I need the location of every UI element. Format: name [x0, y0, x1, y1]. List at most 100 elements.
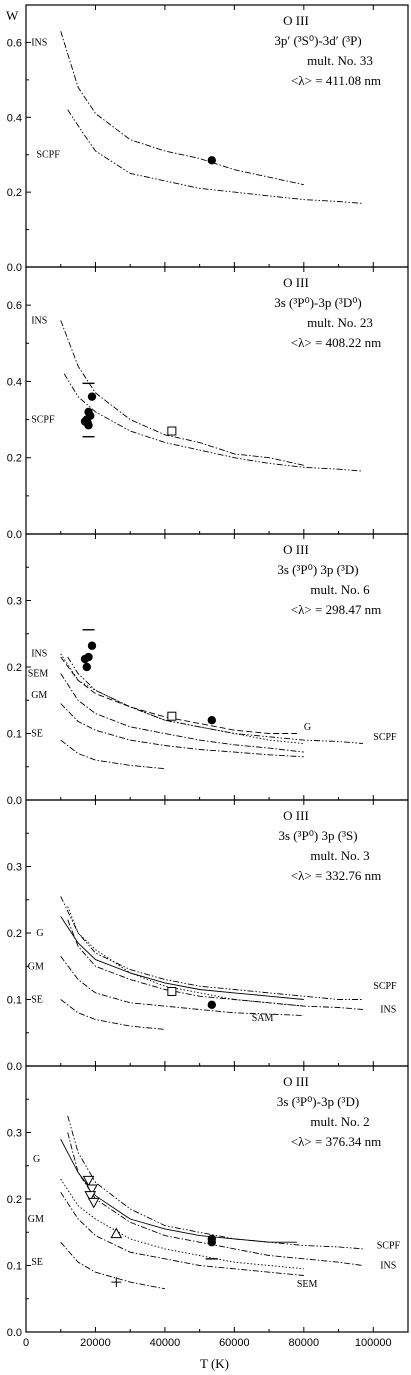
data-point-open-triangle-down	[82, 1175, 95, 1187]
curve-label: SCPF	[373, 981, 397, 992]
panel-title-line: 3p′ (³S⁰)-3d′ (³P)	[274, 33, 361, 48]
panel-title-line: mult. No. 33	[307, 53, 373, 68]
y-tick-label: 0.1	[7, 729, 22, 741]
curve-label: SCPF	[36, 150, 60, 161]
series-line-g	[60, 656, 297, 734]
y-tick-label: 0.6	[7, 37, 22, 49]
panel-title-line: mult. No. 3	[310, 848, 369, 863]
y-tick-label: 0.2	[7, 928, 22, 940]
y-tick-label: 0.0	[7, 529, 22, 541]
data-point-open-square	[167, 426, 177, 436]
panel-title: O III	[283, 542, 309, 557]
data-point-filled-circle	[207, 156, 216, 165]
y-axis-label: W	[6, 8, 19, 23]
panel-title: O III	[283, 1074, 309, 1089]
y-tick-label: 0.1	[7, 1261, 22, 1273]
y-tick-label: 0.2	[7, 1194, 22, 1206]
panel-title-line: <λ> = 298.47 nm	[291, 602, 381, 617]
panel-title-line: mult. No. 23	[307, 315, 373, 330]
series-line-g	[60, 1138, 297, 1243]
series-line-scpf	[67, 656, 363, 744]
data-point-open-triangle-down	[86, 1184, 98, 1196]
data-point-open-square	[167, 987, 177, 997]
series-line-ins	[60, 31, 304, 186]
curve-label: INS	[380, 1004, 396, 1015]
series-line-ins	[67, 919, 363, 1010]
curve-label: SEM	[297, 1279, 318, 1290]
panel-title: O III	[283, 275, 309, 290]
y-tick-label: 0.3	[7, 862, 22, 874]
x-tick-label: 60000	[219, 1337, 250, 1349]
y-tick-label: 0.2	[7, 662, 22, 674]
x-axis-label: T (K)	[200, 1356, 229, 1371]
y-tick-label: 0.3	[7, 1128, 22, 1140]
curve-label: G	[33, 1154, 40, 1165]
curve-label: G	[304, 722, 311, 733]
data-point-filled-circle	[82, 662, 91, 672]
x-tick-label: 80000	[289, 1337, 320, 1349]
series-line-sem	[60, 1178, 304, 1270]
series-line-gm	[60, 956, 304, 1016]
data-point-filled-circle	[87, 392, 97, 401]
y-tick-label: 0.0	[7, 1061, 22, 1073]
curve-label: SE	[31, 995, 43, 1006]
curve-label: SCPF	[377, 1241, 401, 1252]
curve-label: INS	[31, 315, 47, 326]
curve-label: INS	[380, 1261, 396, 1272]
data-point-open-triangle-down	[87, 1197, 100, 1209]
panel-title-line: <λ> = 408.22 nm	[291, 335, 381, 350]
data-point-filled-circle	[87, 641, 97, 650]
series-line-sem	[60, 673, 304, 753]
series-line-scpf	[67, 109, 363, 204]
data-point-plus	[111, 1277, 122, 1288]
data-point-filled-circle	[84, 421, 93, 430]
panel-title-line: 3s (³P⁰)-3p (³D)	[277, 1094, 359, 1109]
series-line-g	[60, 916, 304, 1000]
data-point-filled-circle	[207, 1238, 216, 1247]
series-line-se	[60, 739, 165, 770]
curve-label: GM	[28, 1214, 44, 1225]
y-tick-label: 0.3	[7, 596, 22, 608]
data-point-filled-circle	[207, 716, 216, 725]
y-tick-label: 0.4	[7, 376, 22, 388]
panel-title-line: 3s (³P⁰)-3p (³D⁰)	[274, 295, 362, 310]
curve-label: SEM	[28, 669, 49, 680]
data-point-open-square	[167, 711, 177, 721]
y-tick-label: 0.0	[7, 1327, 22, 1339]
curve-label: GM	[31, 690, 47, 701]
x-tick-label: 100000	[355, 1337, 392, 1349]
data-point-open-triangle-up	[110, 1227, 123, 1239]
x-tick-label: 40000	[150, 1337, 181, 1349]
x-tick-label: 20000	[80, 1337, 111, 1349]
panel-title-line: <λ> = 411.08 nm	[291, 73, 381, 88]
y-tick-label: 0.2	[7, 187, 22, 199]
curve-label: GM	[28, 961, 44, 972]
data-point-filled-circle	[84, 652, 93, 662]
y-tick-label: 0.1	[7, 995, 22, 1007]
data-point-filled-circle	[207, 1000, 216, 1010]
panel-title-line: mult. No. 2	[310, 1114, 369, 1129]
curve-label: SE	[31, 729, 43, 740]
data-point-open-triangle-down	[84, 1191, 97, 1202]
panel-title-line: 3s (³P⁰) 3p (³S)	[278, 828, 357, 843]
series-line-scpf	[60, 896, 363, 1000]
curve-label: SAM	[252, 1013, 274, 1024]
panel-title-line: <λ> = 376.34 nm	[291, 1134, 381, 1149]
curve-label: INS	[31, 37, 47, 48]
panel-title-line: mult. No. 6	[310, 582, 370, 597]
curve-label: SE	[31, 1257, 43, 1268]
series-line-gm	[60, 1192, 304, 1276]
series-line-scpf	[67, 1115, 363, 1250]
curve-label: SCPF	[373, 732, 397, 743]
panel-title-line: 3s (³P⁰) 3p (³D)	[277, 562, 358, 577]
series-line-gm	[60, 703, 304, 758]
x-tick-label: 0	[23, 1337, 29, 1349]
y-tick-label: 0.0	[7, 262, 22, 274]
series-line-ins	[60, 653, 304, 744]
curve-label: INS	[31, 649, 47, 660]
y-tick-label: 0.6	[7, 300, 22, 312]
panel-title-line: <λ> = 332.76 nm	[291, 868, 381, 883]
series-line-ins	[60, 320, 304, 466]
y-tick-label: 0.2	[7, 453, 22, 465]
